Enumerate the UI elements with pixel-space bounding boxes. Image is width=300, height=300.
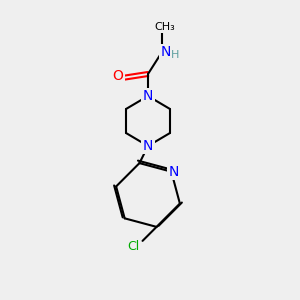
- Text: N: N: [161, 45, 171, 59]
- Text: Cl: Cl: [128, 240, 140, 254]
- Text: O: O: [112, 69, 123, 83]
- Text: CH₃: CH₃: [154, 22, 176, 32]
- Text: N: N: [168, 165, 178, 179]
- Text: N: N: [143, 89, 153, 103]
- Text: N: N: [143, 139, 153, 153]
- Text: H: H: [171, 50, 179, 60]
